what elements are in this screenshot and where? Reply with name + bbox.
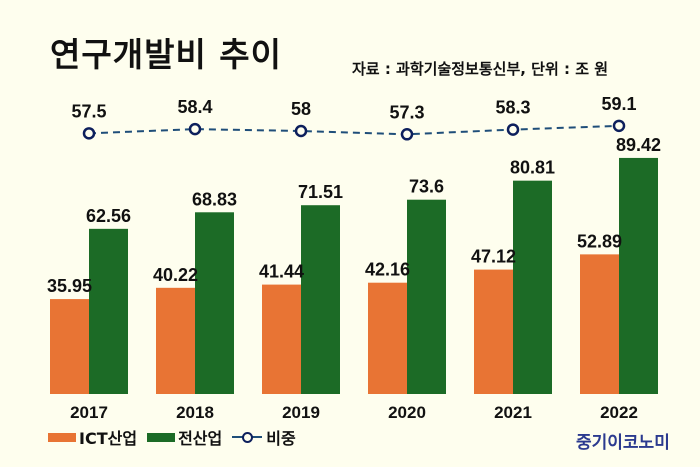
data-label-total-2017: 62.56 (86, 206, 131, 226)
ratio-point-2017 (82, 127, 96, 140)
data-label-total-2021: 80.81 (510, 158, 555, 178)
ratio-point-2021 (506, 123, 520, 136)
data-label-ratio-2018: 58.4 (177, 97, 212, 117)
data-label-ratio-2021: 58.3 (495, 98, 530, 118)
data-label-ict-2021: 47.12 (471, 247, 516, 267)
x-tick-label-2017: 2017 (70, 403, 108, 422)
ratio-point-2018 (188, 122, 202, 136)
legend-item-ict: ICT산업 (48, 425, 137, 449)
ratio-point-2020 (400, 128, 414, 141)
x-tick-label-2022: 2022 (600, 403, 638, 422)
legend-swatch-ict (48, 432, 76, 442)
data-label-total-2018: 68.83 (192, 189, 237, 209)
ratio-line (88, 124, 620, 136)
bar-total-2017 (89, 228, 128, 394)
data-label-ict-2020: 42.16 (365, 260, 410, 280)
bar-ict-2017 (50, 299, 89, 394)
data-label-ict-2017: 35.95 (47, 276, 92, 296)
x-tick-label-2020: 2020 (388, 403, 426, 422)
data-label-total-2019: 71.51 (298, 182, 343, 202)
legend-swatch-total (147, 432, 176, 442)
data-label-ict-2022: 52.89 (577, 231, 622, 251)
bar-total-2020 (407, 199, 446, 394)
legend: ICT산업 전산업 비중 (48, 425, 306, 449)
legend-item-ratio: 비중 (232, 425, 296, 449)
legend-label-total: 전산업 (178, 429, 223, 448)
data-label-ict-2019: 41.44 (259, 262, 304, 282)
source-note: 자료 : 과학기술정보통신부, 단위 : 조 원 (352, 60, 609, 78)
x-tick-label-2019: 2019 (282, 403, 320, 422)
data-label-ratio-2022: 59.1 (601, 94, 636, 114)
bar-ict-2019 (262, 284, 301, 394)
bar-total-2018 (195, 212, 234, 394)
bar-ict-2022 (580, 254, 619, 394)
legend-label-ict: ICT산업 (79, 429, 138, 448)
data-label-ratio-2019: 58 (291, 99, 311, 119)
data-label-ratio-2020: 57.3 (389, 102, 424, 122)
bar-ict-2018 (156, 287, 195, 394)
legend-label-ratio: 비중 (266, 429, 296, 448)
x-tick-label-2018: 2018 (176, 403, 214, 422)
data-label-total-2020: 73.6 (409, 177, 444, 197)
x-tick-label-2021: 2021 (494, 403, 532, 422)
bar-ict-2020 (368, 282, 407, 394)
data-label-ict-2018: 40.22 (153, 265, 198, 285)
bar-total-2021 (513, 180, 552, 394)
ratio-point-2022 (612, 119, 626, 133)
legend-item-total: 전산업 (147, 425, 222, 449)
data-label-total-2022: 89.42 (616, 135, 661, 155)
bar-total-2019 (301, 205, 340, 394)
legend-line-marker-icon (232, 431, 263, 443)
ratio-point-2019 (294, 124, 308, 138)
bar-total-2022 (619, 157, 658, 394)
bar-ict-2021 (474, 269, 513, 394)
brand-logo-text: 중기이코노미 (576, 433, 670, 453)
chart-title: 연구개발비 추이 (50, 35, 283, 74)
data-label-ratio-2017: 57.5 (71, 101, 106, 121)
